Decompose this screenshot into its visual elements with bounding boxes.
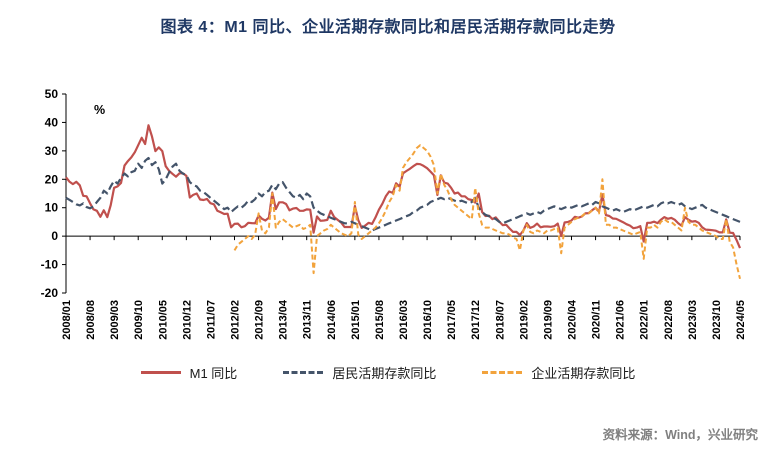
x-tick-label: 2012/02 <box>230 300 242 340</box>
legend-item-household-demand-deposits: 居民活期存款同比 <box>283 363 436 382</box>
legend-swatch-corporate-demand-deposits <box>482 371 523 374</box>
x-tick-label: 2009/03 <box>109 300 121 340</box>
x-tick-label: 2020/04 <box>567 299 579 340</box>
x-tick-label: 2016/03 <box>398 300 410 340</box>
chart-legend: M1 同比 居民活期存款同比 企业活期存款同比 <box>0 363 776 382</box>
y-tick-label: -20 <box>41 286 59 300</box>
x-tick-label: 2008/08 <box>85 300 97 340</box>
legend-item-corporate-demand-deposits: 企业活期存款同比 <box>482 363 635 382</box>
x-tick-label: 2019/09 <box>542 300 554 340</box>
x-tick-label: 2017/12 <box>470 300 482 340</box>
x-tick-label: 2020/11 <box>591 300 603 339</box>
x-tick-label: 2010/12 <box>181 300 193 340</box>
legend-item-m1: M1 同比 <box>140 363 238 382</box>
x-tick-label: 2022/08 <box>663 300 675 340</box>
x-tick-label: 2012/09 <box>254 300 266 340</box>
legend-label-m1: M1 同比 <box>189 366 238 381</box>
x-tick-labels: 2008/01 2008/08 2009/03 2009/10 2010/05 2010/… <box>61 299 747 340</box>
x-tick-label: 2009/10 <box>133 300 145 340</box>
legend-label-corporate-demand-deposits: 企业活期存款同比 <box>531 366 636 381</box>
x-axis <box>65 235 741 241</box>
x-tick-label: 2023/10 <box>711 300 723 340</box>
x-tick-label: 2011/07 <box>205 300 217 339</box>
y-axis: 50 40 30 20 10 0 -10 -20 <box>41 87 67 300</box>
y-tick-label: 30 <box>45 144 59 158</box>
y-axis-unit-label: % <box>94 103 105 117</box>
x-tick-label: 2013/04 <box>278 299 290 340</box>
x-tick-label: 2019/02 <box>518 300 530 340</box>
household-demand-deposits-line <box>65 156 741 232</box>
x-tick-label: 2021/06 <box>615 300 627 340</box>
legend-swatch-household-demand-deposits <box>283 371 324 374</box>
x-tick-label: 2014/06 <box>326 300 338 340</box>
series-lines <box>65 124 742 280</box>
y-tick-label: 20 <box>45 172 59 186</box>
legend-label-household-demand-deposits: 居民活期存款同比 <box>332 366 437 381</box>
y-tick-label: 0 <box>51 229 58 243</box>
x-tick-label: 2017/05 <box>446 300 458 340</box>
y-tick-label: 50 <box>45 87 59 101</box>
y-tick-label: 10 <box>45 201 59 215</box>
chart-title: 图表 4：M1 同比、企业活期存款同比和居民活期存款同比走势 <box>160 19 616 36</box>
legend-swatch-m1 <box>140 371 181 374</box>
y-tick-label: -10 <box>41 258 59 272</box>
y-tick-label: 40 <box>45 115 59 129</box>
x-tick-label: 2015/01 <box>350 300 362 340</box>
x-tick-label: 2015/08 <box>374 300 386 340</box>
x-tick-label: 2018/07 <box>494 300 506 340</box>
x-tick-label: 2022/01 <box>639 300 651 340</box>
x-tick-label: 2010/05 <box>157 300 169 340</box>
x-tick-label: 2013/11 <box>302 300 314 339</box>
source-note: 资料来源：Wind，兴业研究 <box>602 428 758 442</box>
corporate-demand-deposits-line <box>233 144 741 280</box>
x-tick-label: 2023/03 <box>687 300 699 340</box>
x-tick-label: 2016/10 <box>422 300 434 340</box>
m1-line <box>65 124 742 249</box>
x-tick-label: 2024/05 <box>735 300 747 340</box>
x-tick-label: 2008/01 <box>61 300 73 340</box>
